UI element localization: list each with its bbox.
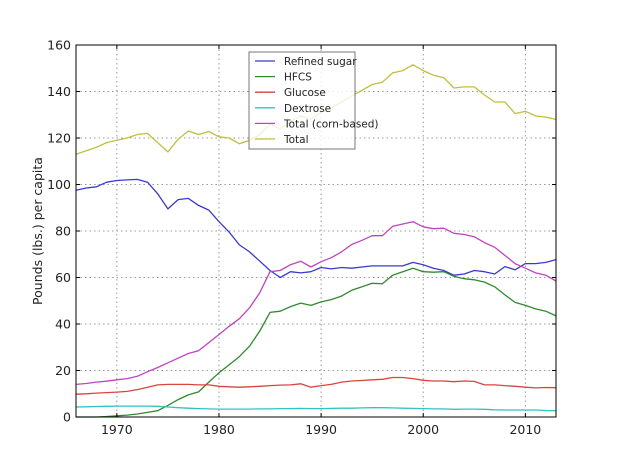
legend-label-total: Total	[283, 134, 309, 146]
x-tick-label: 1990	[305, 422, 337, 437]
legend-label-glucose: Glucose	[284, 87, 326, 99]
y-tick-label: 140	[47, 84, 71, 99]
legend-label-dextrose: Dextrose	[284, 103, 331, 115]
series-line-dextrose	[75, 405, 557, 412]
legend-label-refined-sugar: Refined sugar	[284, 56, 357, 68]
y-tick-label: 20	[55, 363, 71, 378]
y-tick-label: 160	[47, 38, 71, 53]
y-axis: 0 20 40 60 80 100 120 140 160	[47, 38, 556, 425]
series-line-hfcs	[76, 267, 557, 418]
y-tick-label: 120	[47, 131, 71, 146]
legend-label-hfcs: HFCS	[284, 72, 312, 84]
x-tick-label: 1970	[101, 422, 133, 437]
y-tick-label: 40	[55, 317, 71, 332]
y-tick-label: 80	[55, 224, 71, 239]
y-tick-label: 100	[47, 177, 71, 192]
y-tick-label: 60	[55, 270, 71, 285]
x-tick-label: 2000	[407, 422, 439, 437]
x-tick-label: 1980	[203, 422, 235, 437]
legend-label-total-corn-based: Total (corn-based)	[283, 118, 379, 130]
y-tick-label: 0	[63, 410, 71, 425]
series-line-total-corn-based	[75, 221, 557, 386]
legend-box	[248, 51, 356, 150]
x-tick-label: 2010	[509, 422, 541, 437]
series-line-glucose	[75, 376, 557, 395]
x-axis: 1970 1980 1990 2000 2010	[101, 45, 541, 437]
series-line-refined-sugar	[75, 178, 557, 279]
legend: Refined sugar HFCS Glucose Dextrose Total (c…	[248, 51, 379, 150]
y-axis-label: Pounds (lbs.) per capita	[30, 157, 45, 305]
series-lines	[75, 64, 557, 418]
